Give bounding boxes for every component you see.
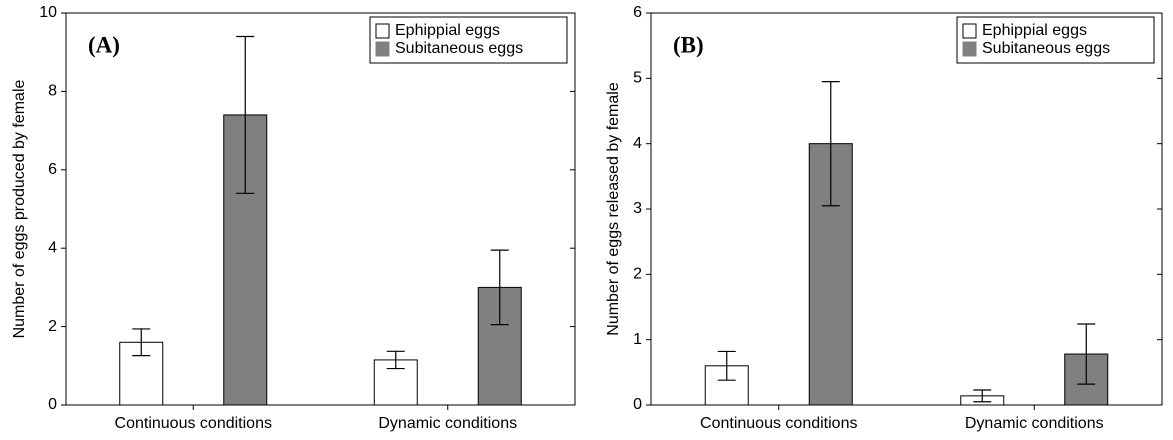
- legend-swatch: [375, 23, 390, 39]
- y-tick-label: 6: [48, 161, 57, 178]
- y-tick-label: 0: [48, 396, 57, 413]
- bar: [477, 286, 522, 406]
- legend-swatch: [375, 41, 390, 57]
- y-axis-label: Number of eggs released by female: [605, 82, 622, 336]
- y-tick-label: 5: [633, 70, 642, 87]
- y-tick-label: 0: [633, 396, 642, 413]
- legend-swatch: [962, 41, 977, 57]
- x-tick-label: Dynamic conditions: [965, 415, 1104, 432]
- legend-box: [369, 16, 568, 64]
- x-tick-label: Continuous conditions: [700, 415, 857, 432]
- error-bar: [236, 35, 255, 194]
- panel-label: (B): [673, 32, 704, 57]
- legend-box: [956, 16, 1155, 64]
- error-bar: [973, 389, 992, 403]
- legend-label: Subitaneous eggs: [982, 40, 1110, 57]
- y-axis-label: Number of eggs produced by female: [11, 79, 28, 338]
- legend-swatch: [962, 23, 977, 39]
- error-bar: [821, 81, 840, 207]
- error-bar: [490, 249, 509, 326]
- error-bar: [386, 350, 405, 370]
- y-tick-label: 6: [633, 4, 642, 21]
- plot-frame: [650, 12, 1163, 406]
- y-tick-label: 3: [633, 200, 642, 217]
- error-bar: [1077, 323, 1096, 385]
- error-bar: [717, 350, 736, 381]
- y-tick-label: 2: [48, 318, 57, 335]
- legend-label: Ephippial eggs: [395, 22, 500, 39]
- panel-label: (A): [88, 32, 120, 57]
- y-tick-label: 4: [48, 239, 57, 256]
- error-bar: [132, 328, 151, 357]
- y-tick-label: 10: [39, 4, 57, 21]
- plot-frame: [65, 12, 576, 406]
- y-tick-label: 2: [633, 266, 642, 283]
- x-tick-label: Dynamic conditions: [378, 415, 517, 432]
- x-tick-label: Continuous conditions: [115, 415, 272, 432]
- y-tick-label: 8: [48, 83, 57, 100]
- y-tick-label: 1: [633, 331, 642, 348]
- y-tick-label: 4: [633, 135, 642, 152]
- legend-label: Ephippial eggs: [982, 22, 1087, 39]
- legend-label: Subitaneous eggs: [395, 40, 523, 57]
